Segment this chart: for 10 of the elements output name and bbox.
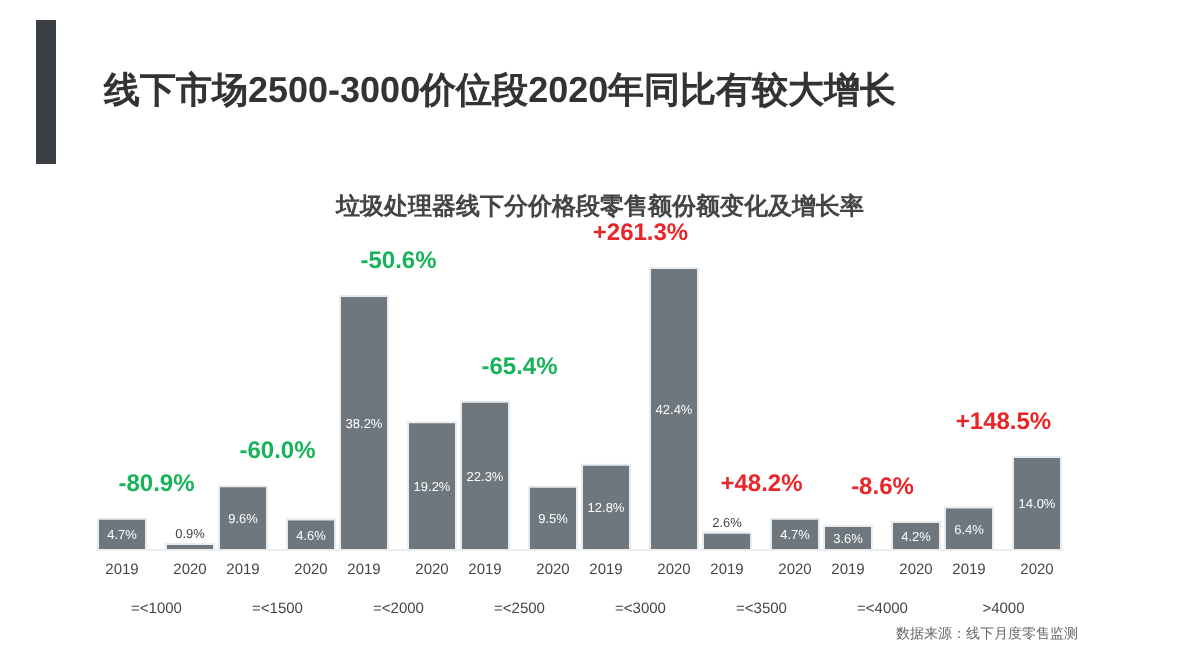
annotation: -8.6% — [851, 472, 915, 501]
chart-title: 线下市场2500-3000价位段2020年同比有较大增长 — [104, 68, 897, 114]
chart-subtitle: 垃圾处理器线下分价格段零售额份额变化及增长率 — [333, 190, 866, 223]
annotation: -80.9% — [118, 468, 196, 497]
annotation: +48.2% — [720, 468, 804, 497]
annotation: -60.0% — [239, 436, 317, 465]
annotation: +148.5% — [955, 406, 1052, 435]
annotation: -50.6% — [360, 245, 438, 274]
annotation: -65.4% — [481, 351, 559, 380]
text: +261.3% — [592, 218, 689, 246]
